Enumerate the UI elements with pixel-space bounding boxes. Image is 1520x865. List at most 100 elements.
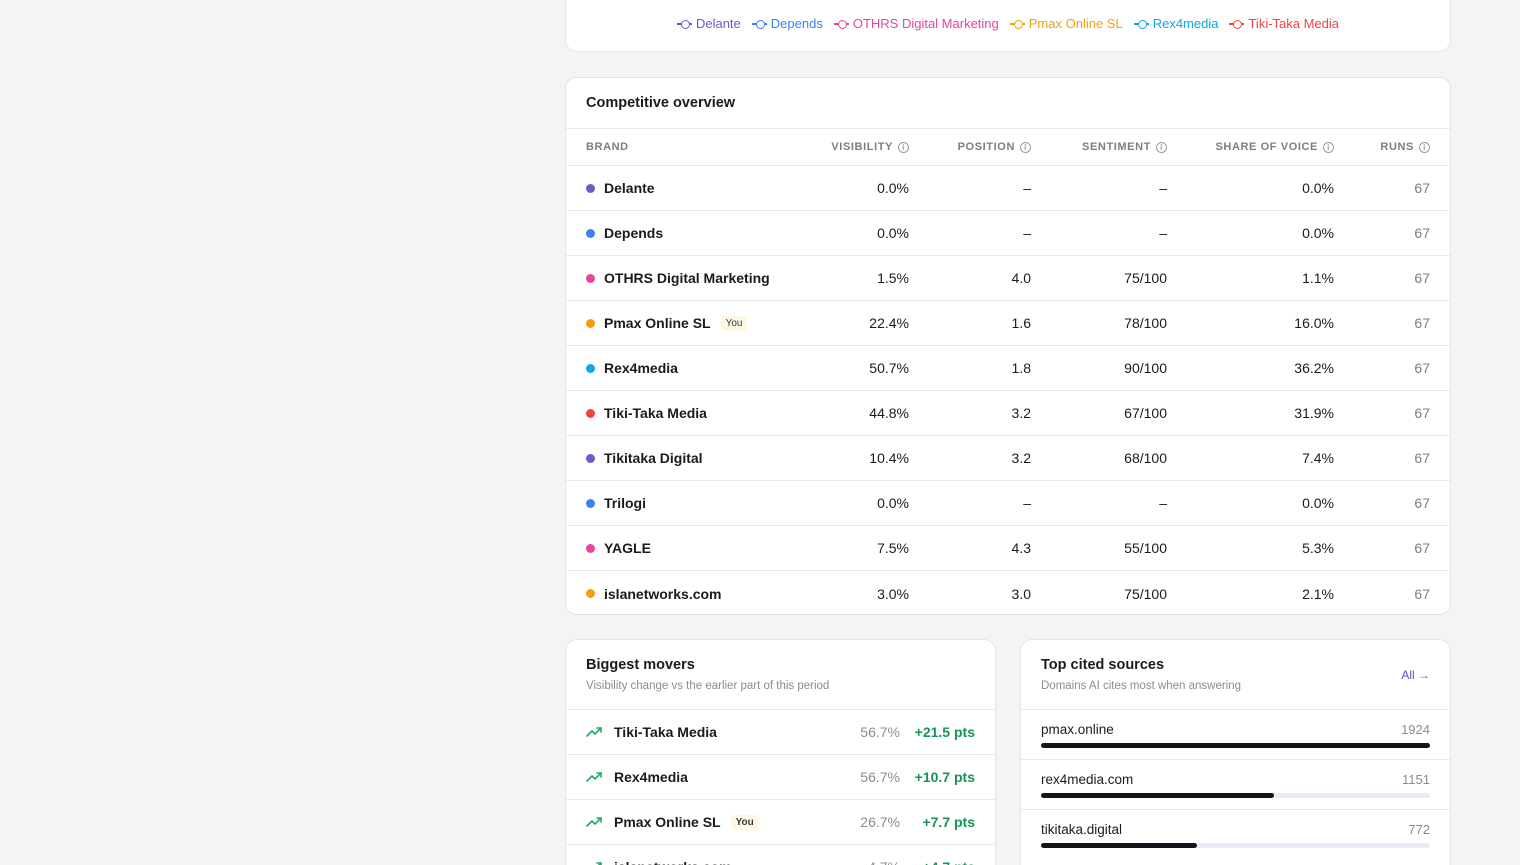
share-cell: 31.9% bbox=[1294, 405, 1334, 421]
table-row[interactable]: Delante 0.0% – – 0.0% 67 bbox=[566, 166, 1450, 211]
brand-color-dot bbox=[586, 453, 595, 463]
brand-cell: Tikitaka Digital bbox=[586, 436, 703, 480]
legend-item[interactable]: OTHRS Digital Marketing bbox=[833, 16, 999, 31]
visibility-cell: 3.0% bbox=[877, 585, 909, 602]
list-item[interactable]: Tiki-Taka Media 56.7% +21.5 pts bbox=[566, 709, 995, 754]
mover-brand: Pmax Online SL bbox=[614, 814, 721, 830]
runs-cell: 67 bbox=[1414, 450, 1430, 466]
card-title: Top cited sources bbox=[1041, 657, 1165, 673]
brand-color-dot bbox=[586, 273, 595, 283]
sentiment-cell: 75/100 bbox=[1124, 585, 1167, 602]
legend-item[interactable]: Rex4media bbox=[1133, 16, 1219, 31]
position-cell: – bbox=[1023, 225, 1031, 241]
visibility-cell: 50.7% bbox=[869, 360, 909, 376]
table-row[interactable]: OTHRS Digital Marketing 1.5% 4.0 75/100 1.1%… bbox=[566, 256, 1450, 301]
brand-name: islanetworks.com bbox=[604, 585, 722, 602]
line-marker-icon bbox=[1229, 19, 1245, 29]
info-icon[interactable]: i bbox=[898, 141, 909, 153]
column-header-brand[interactable]: BRAND bbox=[586, 141, 629, 153]
sentiment-cell: 75/100 bbox=[1124, 270, 1167, 286]
line-marker-icon bbox=[676, 19, 692, 29]
runs-cell: 67 bbox=[1414, 360, 1430, 376]
runs-cell: 67 bbox=[1414, 225, 1430, 241]
legend-label: Pmax Online SL bbox=[1028, 16, 1123, 31]
position-cell: 1.6 bbox=[1011, 315, 1031, 331]
position-cell: 4.3 bbox=[1011, 540, 1031, 556]
brand-name: Trilogi bbox=[604, 495, 646, 511]
legend-item[interactable]: Depends bbox=[751, 16, 823, 31]
column-header-share-of-voice[interactable]: SHARE OF VOICE i bbox=[1215, 129, 1334, 165]
trending-up-icon bbox=[586, 845, 602, 865]
sentiment-cell: – bbox=[1159, 180, 1167, 196]
card-title: Competitive overview bbox=[586, 95, 736, 111]
visibility-cell: 0.0% bbox=[877, 495, 909, 511]
visibility-cell: 7.5% bbox=[877, 540, 909, 556]
mover-name: islanetworks.com bbox=[614, 845, 732, 865]
column-header-sentiment[interactable]: SENTIMENT i bbox=[1082, 129, 1167, 165]
source-domain: tikitaka.digital bbox=[1041, 822, 1123, 837]
table-row[interactable]: Depends 0.0% – – 0.0% 67 bbox=[566, 211, 1450, 256]
share-cell: 0.0% bbox=[1302, 225, 1334, 241]
position-cell: 3.0 bbox=[1011, 585, 1031, 602]
legend-item[interactable]: Tiki-Taka Media bbox=[1229, 16, 1339, 31]
source-bar-track bbox=[1041, 793, 1430, 798]
brand-cell: Delante bbox=[586, 166, 655, 210]
source-count: 1151 bbox=[1402, 772, 1430, 787]
brand-color-dot bbox=[586, 498, 595, 508]
sentiment-cell: – bbox=[1159, 495, 1167, 511]
legend-item[interactable]: Pmax Online SL bbox=[1009, 16, 1123, 31]
biggest-movers-card: Biggest movers Visibility change vs the … bbox=[565, 639, 996, 865]
trending-up-icon bbox=[586, 710, 602, 754]
trending-up-icon bbox=[586, 755, 602, 799]
mover-delta: +10.7 pts bbox=[914, 769, 975, 785]
brand-cell: YAGLE bbox=[586, 526, 651, 570]
brand-color-dot bbox=[586, 228, 595, 238]
chart-legend: Delante Depends OTHRS Digital Marketing Pma… bbox=[566, 16, 1450, 31]
mover-visibility: 26.7% bbox=[860, 814, 900, 830]
table-row[interactable]: YAGLE 7.5% 4.3 55/100 5.3% 67 bbox=[566, 526, 1450, 571]
list-item[interactable]: pmax.online 1924 bbox=[1021, 709, 1450, 759]
runs-cell: 67 bbox=[1414, 405, 1430, 421]
list-item[interactable]: rex4media.com 1151 bbox=[1021, 759, 1450, 809]
visibility-cell: 0.0% bbox=[877, 180, 909, 196]
list-item[interactable]: islanetworks.com 4.7% +4.7 pts bbox=[566, 844, 995, 865]
all-sources-link[interactable]: All → bbox=[1401, 668, 1430, 682]
legend-item[interactable]: Delante bbox=[676, 16, 741, 31]
sentiment-cell: 78/100 bbox=[1124, 315, 1167, 331]
column-header-position[interactable]: POSITION i bbox=[958, 129, 1031, 165]
info-icon[interactable]: i bbox=[1156, 141, 1167, 153]
share-cell: 1.1% bbox=[1302, 270, 1334, 286]
visibility-cell: 22.4% bbox=[869, 315, 909, 331]
info-icon[interactable]: i bbox=[1020, 141, 1031, 153]
table-header: BRAND VISIBILITY i POSITION i SENTIMENT i S… bbox=[566, 128, 1450, 166]
brand-cell: Pmax Online SL You bbox=[586, 301, 748, 345]
you-badge: You bbox=[730, 814, 759, 830]
top-cited-sources-card: Top cited sources Domains AI cites most … bbox=[1020, 639, 1451, 865]
position-cell: 1.8 bbox=[1011, 360, 1031, 376]
sentiment-cell: – bbox=[1159, 225, 1167, 241]
column-header-runs[interactable]: RUNS i bbox=[1380, 129, 1430, 165]
table-row[interactable]: Tikitaka Digital 10.4% 3.2 68/100 7.4% 67 bbox=[566, 436, 1450, 481]
brand-cell: islanetworks.com bbox=[586, 571, 722, 614]
info-icon[interactable]: i bbox=[1419, 141, 1430, 153]
table-row[interactable]: Tiki-Taka Media 44.8% 3.2 67/100 31.9% 67 bbox=[566, 391, 1450, 436]
brand-name: Tiki-Taka Media bbox=[604, 405, 707, 421]
legend-label: Rex4media bbox=[1152, 16, 1219, 31]
list-item[interactable]: Pmax Online SL You 26.7% +7.7 pts bbox=[566, 799, 995, 844]
table-row[interactable]: Rex4media 50.7% 1.8 90/100 36.2% 67 bbox=[566, 346, 1450, 391]
table-row[interactable]: islanetworks.com 3.0% 3.0 75/100 2.1% 67 bbox=[566, 571, 1450, 614]
position-cell: – bbox=[1023, 180, 1031, 196]
list-item[interactable]: tikitaka.digital 772 bbox=[1021, 809, 1450, 859]
table-row[interactable]: Trilogi 0.0% – – 0.0% 67 bbox=[566, 481, 1450, 526]
competitive-overview-card: Competitive overview BRAND VISIBILITY i P… bbox=[565, 77, 1451, 615]
runs-cell: 67 bbox=[1414, 540, 1430, 556]
runs-cell: 67 bbox=[1414, 270, 1430, 286]
list-item[interactable]: Rex4media 56.7% +10.7 pts bbox=[566, 754, 995, 799]
column-header-visibility[interactable]: VISIBILITY i bbox=[831, 129, 909, 165]
runs-cell: 67 bbox=[1414, 585, 1430, 602]
table-row[interactable]: Pmax Online SL You 22.4% 1.6 78/100 16.0% 67 bbox=[566, 301, 1450, 346]
share-cell: 0.0% bbox=[1302, 495, 1334, 511]
source-count: 1924 bbox=[1401, 722, 1430, 737]
info-icon[interactable]: i bbox=[1323, 141, 1334, 153]
brand-color-dot bbox=[586, 589, 595, 598]
